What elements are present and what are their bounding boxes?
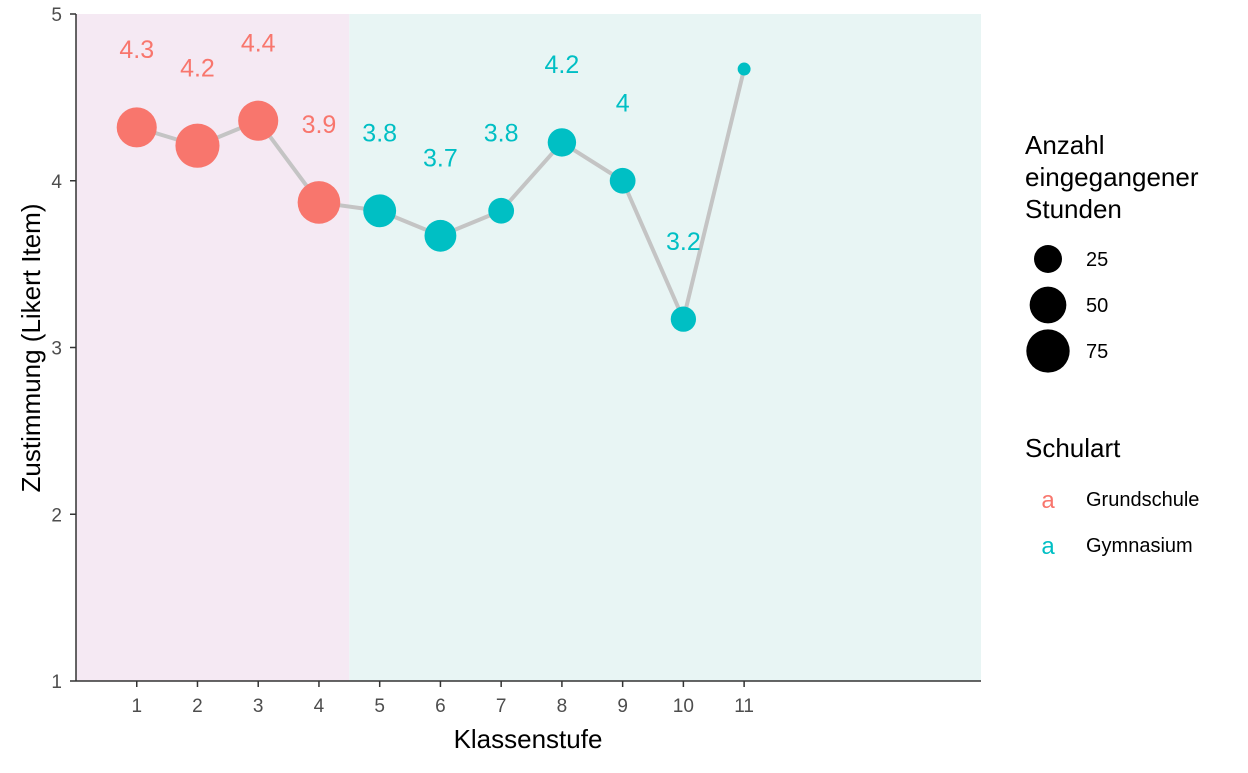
x-tick-label: 5 (374, 696, 385, 717)
x-tick-label: 8 (557, 696, 568, 717)
data-point (737, 62, 751, 76)
size-legend-key (1026, 329, 1070, 373)
x-tick-label: 9 (617, 696, 628, 717)
data-label: 4 (616, 89, 630, 117)
background-regions (76, 14, 981, 681)
y-tick-label: 3 (51, 339, 62, 360)
data-point (116, 107, 157, 148)
size-legend-label: 75 (1086, 341, 1108, 363)
x-tick-label: 4 (314, 696, 325, 717)
data-point (609, 167, 636, 194)
x-tick-label: 2 (192, 696, 203, 717)
x-tick-label: 1 (131, 696, 142, 717)
data-point (424, 219, 457, 252)
size-legend-key (1029, 286, 1067, 324)
data-point (670, 306, 697, 332)
data-label: 3.2 (666, 228, 701, 256)
data-label: 3.8 (362, 119, 397, 147)
size-legend-label: 25 (1086, 249, 1108, 271)
data-point (175, 123, 220, 168)
color-legend-key: a (1041, 487, 1055, 514)
size-legend-title: eingegangener (1025, 162, 1199, 192)
x-tick-label: 6 (435, 696, 446, 717)
data-point (547, 128, 577, 157)
data-labels: 4.3 4.2 4.4 3.9 3.8 3.7 3.8 4.2 4 3.2 (119, 29, 700, 255)
data-point (238, 100, 279, 141)
y-tick-label: 2 (51, 505, 62, 526)
x-tick-label: 11 (734, 696, 754, 717)
x-tick-label: 10 (673, 696, 694, 717)
data-label: 3.7 (423, 144, 458, 172)
data-point (488, 197, 515, 224)
data-label: 4.2 (545, 51, 580, 79)
y-tick-label: 1 (51, 672, 62, 693)
size-legend-key (1034, 245, 1062, 273)
size-legend-title: Anzahl (1025, 130, 1105, 160)
data-point (297, 181, 341, 224)
data-label: 4.3 (119, 36, 154, 64)
y-axis-title: Zustimmung (Likert Item) (16, 204, 46, 493)
data-label: 3.9 (302, 111, 337, 139)
y-tick-label: 5 (51, 5, 62, 26)
size-legend-title: Stunden (1025, 194, 1122, 224)
color-legend-label: Grundschule (1086, 489, 1199, 511)
color-legend-label: Gymnasium (1086, 535, 1193, 557)
data-label: 4.2 (180, 54, 215, 82)
data-point (363, 194, 397, 228)
y-tick-label: 4 (51, 172, 62, 193)
background-region (349, 14, 981, 681)
color-legend-title: Schulart (1025, 433, 1121, 463)
data-label: 4.4 (241, 29, 276, 57)
x-axis-title: Klassenstufe (454, 724, 603, 754)
data-label: 3.8 (484, 119, 519, 147)
x-tick-label: 7 (496, 696, 507, 717)
size-legend-label: 50 (1086, 295, 1108, 317)
x-tick-label: 3 (253, 696, 264, 717)
data-points (116, 62, 751, 332)
color-legend-key: a (1041, 533, 1055, 560)
